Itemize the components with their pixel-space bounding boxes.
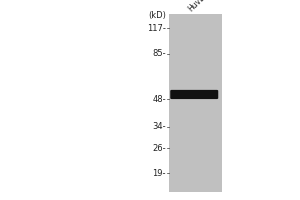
Bar <box>169 14 222 192</box>
Text: 26-: 26- <box>152 144 166 153</box>
Text: (kD): (kD) <box>148 11 166 20</box>
Text: HuvEc: HuvEc <box>186 0 210 13</box>
Text: 48-: 48- <box>152 95 166 104</box>
FancyBboxPatch shape <box>170 90 218 99</box>
Text: 85-: 85- <box>152 49 166 58</box>
Text: 34-: 34- <box>152 122 166 131</box>
Text: 117-: 117- <box>147 24 166 33</box>
Text: 19-: 19- <box>152 169 166 178</box>
